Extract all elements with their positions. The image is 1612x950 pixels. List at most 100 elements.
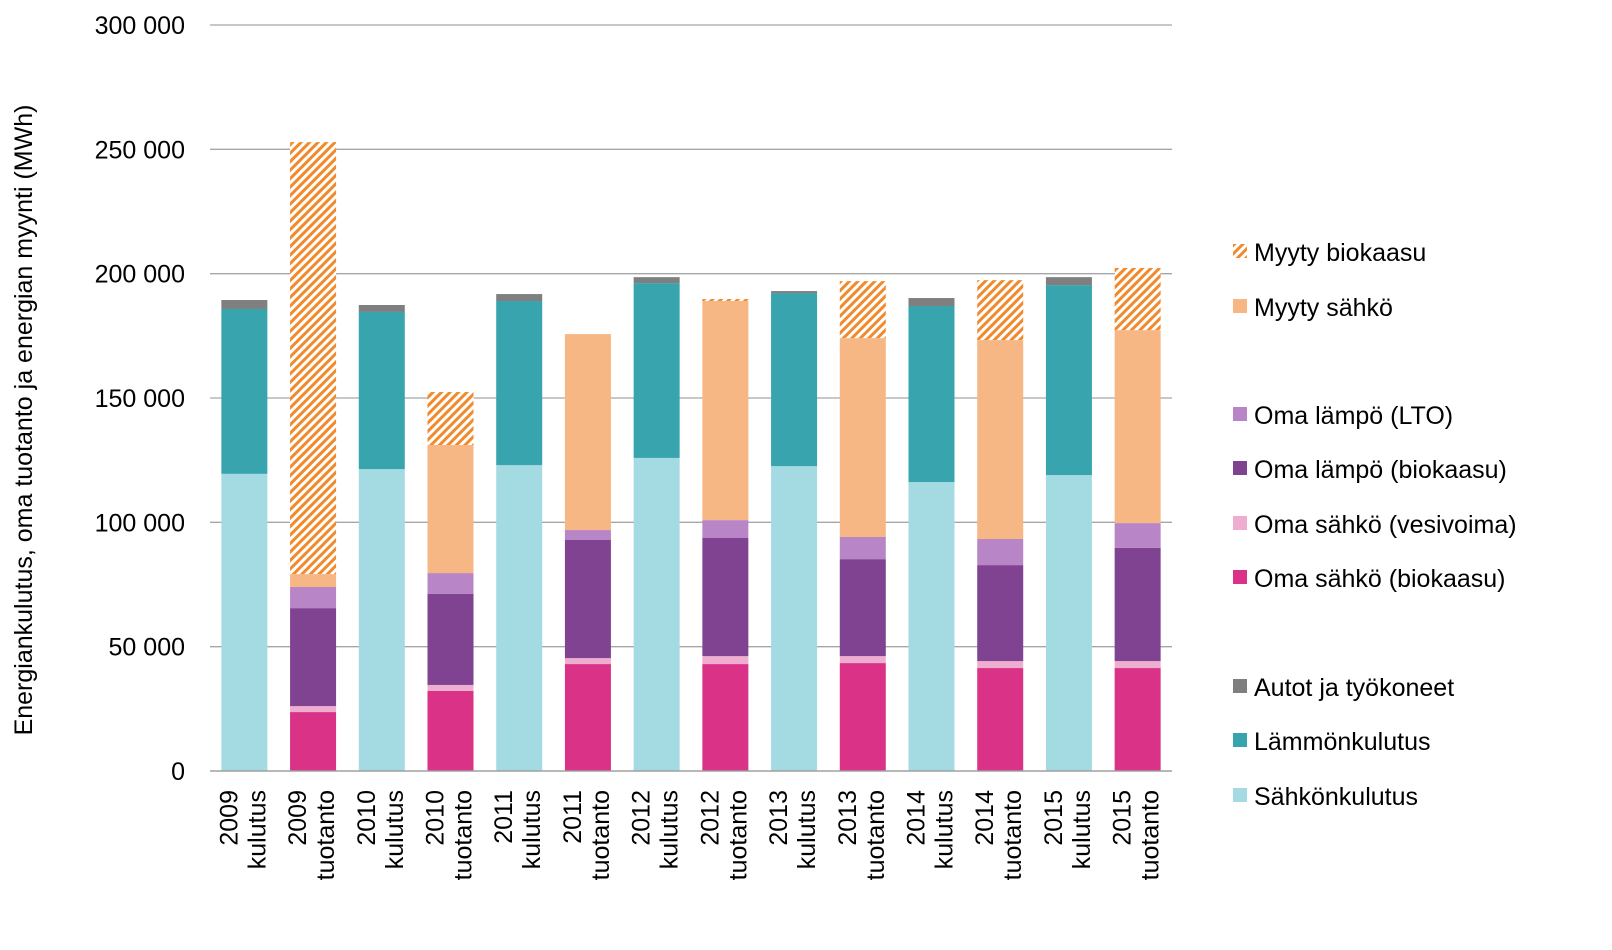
legend: Myyty biokaasu Myyty sähkö Oma lämpö (LTO)…	[1233, 239, 1517, 811]
x-tick-label-year: 2011	[559, 790, 587, 844]
bar-segment	[702, 299, 749, 302]
legend-swatch	[1233, 516, 1247, 530]
legend-label: Myyty sähkö	[1254, 294, 1393, 322]
bar-segment	[771, 466, 818, 771]
bar-segment	[496, 465, 543, 771]
x-tick-label-type: kulutus	[793, 790, 821, 869]
y-tick-label: 150 000	[95, 385, 185, 413]
bar-segment	[977, 668, 1024, 771]
bar-segment	[908, 482, 955, 771]
y-tick-label: 300 000	[95, 12, 185, 40]
bar-segment	[839, 559, 886, 657]
bar-segment	[908, 298, 955, 306]
legend-label: Oma lämpö (biokaasu)	[1254, 456, 1507, 484]
bar-segment	[977, 661, 1024, 669]
bar-segment	[358, 304, 405, 312]
bar-segment	[221, 473, 268, 771]
y-tick-label: 250 000	[95, 136, 185, 164]
x-tick-label-type: tuotanto	[1137, 790, 1165, 880]
x-tick-label-type: kulutus	[243, 790, 271, 869]
bar-segment	[290, 142, 337, 575]
bar-segment	[1114, 330, 1161, 524]
bar-segment	[977, 565, 1024, 662]
x-tick-label-year: 2009	[284, 790, 312, 846]
legend-swatch	[1233, 570, 1247, 584]
x-tick-label-type: tuotanto	[999, 790, 1027, 880]
legend-swatch	[1233, 679, 1247, 693]
x-tick-label-type: kulutus	[518, 790, 546, 869]
bar-segment	[839, 656, 886, 664]
bar-segment	[496, 301, 543, 466]
x-axis-ticks: 2009 kulutus 2009 tuotanto 2010 kulutus 2010 tu…	[215, 790, 1164, 880]
legend-swatch	[1233, 461, 1247, 475]
legend-label: Oma lämpö (LTO)	[1254, 402, 1453, 430]
bar-segment	[358, 311, 405, 470]
x-tick-label-year: 2015	[1109, 790, 1137, 846]
bar-segment	[1045, 475, 1092, 771]
x-tick-label-year: 2009	[215, 790, 243, 846]
bar-segment	[977, 340, 1024, 539]
x-tick-label-type: tuotanto	[450, 790, 478, 880]
y-tick-label: 0	[171, 758, 185, 786]
bar-segment	[633, 283, 680, 458]
bar-segment	[839, 338, 886, 538]
bar-segment	[290, 586, 337, 609]
bar-segment	[839, 663, 886, 771]
bar-segment	[564, 539, 611, 659]
x-tick-label-year: 2012	[628, 790, 656, 846]
y-axis-title: Energiankulutus, oma tuotanto ja energia…	[10, 105, 38, 736]
x-tick-label-type: tuotanto	[587, 790, 615, 880]
bars	[221, 142, 1161, 771]
bar-segment	[702, 656, 749, 665]
x-tick-label-year: 2013	[834, 790, 862, 846]
legend-label: Lämmönkulutus	[1254, 728, 1430, 756]
bar-segment	[1045, 277, 1092, 286]
bar-segment	[564, 658, 611, 665]
bar-segment	[427, 593, 474, 685]
bar-segment	[771, 291, 818, 294]
bar-segment	[1114, 523, 1161, 548]
bar-segment	[358, 469, 405, 771]
x-tick-label-type: kulutus	[931, 790, 959, 869]
bar-segment	[564, 664, 611, 771]
bar-segment	[427, 392, 474, 445]
bar-segment	[977, 538, 1024, 566]
legend-label: Autot ja työkoneet	[1254, 674, 1454, 702]
y-tick-label: 50 000	[109, 634, 185, 662]
bar-segment	[221, 300, 268, 309]
x-tick-label-year: 2010	[422, 790, 450, 846]
x-tick-label-year: 2013	[765, 790, 793, 846]
legend-label: Myyty biokaasu	[1254, 239, 1426, 267]
x-tick-label-year: 2014	[903, 790, 931, 846]
x-tick-label-type: tuotanto	[312, 790, 340, 880]
legend-label: Oma sähkö (vesivoima)	[1254, 511, 1517, 539]
y-tick-label: 200 000	[95, 261, 185, 289]
x-tick-label-type: kulutus	[656, 790, 684, 869]
bar-segment	[564, 334, 611, 531]
legend-swatch	[1233, 244, 1247, 258]
legend-swatch	[1233, 299, 1247, 313]
x-tick-label-year: 2012	[696, 790, 724, 846]
x-tick-label-type: kulutus	[381, 790, 409, 869]
x-tick-label-year: 2010	[353, 790, 381, 846]
bar-segment	[564, 530, 611, 540]
bar-segment	[1114, 267, 1161, 331]
bar-segment	[702, 537, 749, 657]
gridlines	[210, 24, 1172, 648]
x-tick-label-type: tuotanto	[724, 790, 752, 880]
y-axis-ticks: 0 50 000 100 000 150 000 200 000 250 000 300 0…	[95, 12, 185, 786]
x-tick-label-type: kulutus	[1068, 790, 1096, 869]
bar-segment	[221, 308, 268, 474]
bar-segment	[702, 301, 749, 521]
bar-segment	[290, 712, 337, 771]
y-tick-label: 100 000	[95, 509, 185, 537]
bar-segment	[496, 294, 543, 302]
bar-segment	[1114, 547, 1161, 662]
x-tick-label-year: 2011	[490, 790, 518, 844]
legend-label: Sähkönkulutus	[1254, 783, 1418, 811]
bar-segment	[1114, 668, 1161, 771]
bar-segment	[771, 293, 818, 467]
bar-segment	[702, 520, 749, 538]
legend-label: Oma sähkö (biokaasu)	[1254, 565, 1506, 593]
